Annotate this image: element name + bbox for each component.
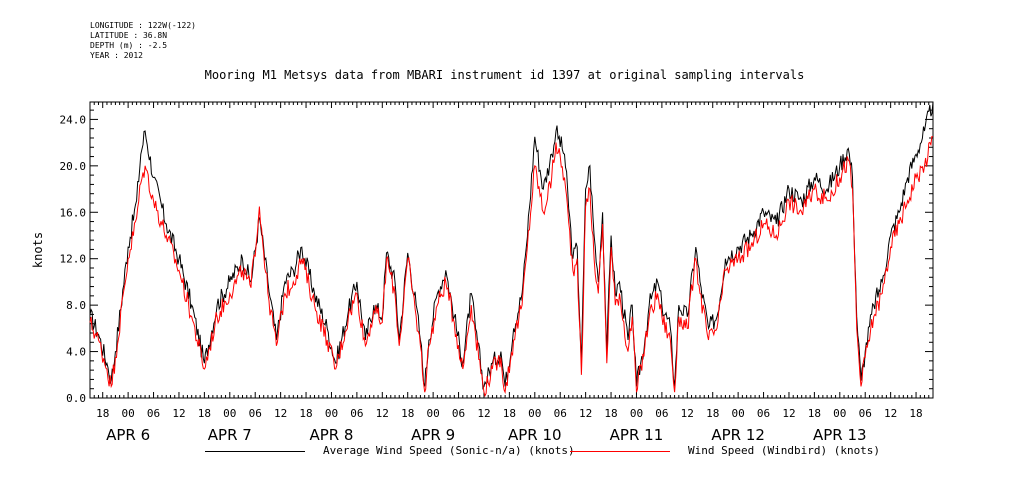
x-hour-label: 06 — [452, 407, 465, 420]
x-hour-label: 06 — [757, 407, 770, 420]
legend-windbird-swatch — [570, 450, 670, 452]
series-avg-wind-line — [89, 101, 934, 390]
chart-title: Mooring M1 Metsys data from MBARI instru… — [204, 68, 805, 82]
x-day-label: APR 7 — [208, 426, 252, 444]
x-hour-label: 18 — [96, 407, 109, 420]
x-hour-label: 06 — [859, 407, 872, 420]
metadata-longitude: LONGITUDE : 122W(-122) — [90, 21, 196, 30]
series-windbird-line — [89, 135, 934, 398]
metadata-year: YEAR : 2012 — [90, 51, 143, 60]
x-hour-label: 00 — [427, 407, 440, 420]
x-hour-label: 12 — [884, 407, 897, 420]
x-hour-label: 06 — [655, 407, 668, 420]
plot-frame — [89, 101, 934, 399]
y-tick-label: 0.0 — [66, 392, 86, 405]
x-day-label: APR 11 — [610, 426, 664, 444]
x-day-label: APR 6 — [106, 426, 150, 444]
metadata-depth: DEPTH (m) : -2.5 — [90, 41, 168, 50]
x-hour-label: 18 — [401, 407, 414, 420]
x-hour-label: 18 — [706, 407, 719, 420]
x-hour-label: 06 — [350, 407, 363, 420]
y-tick-label: 24.0 — [60, 113, 87, 126]
x-day-label: APR 12 — [711, 426, 765, 444]
x-hour-label: 00 — [732, 407, 745, 420]
x-hour-label: 00 — [325, 407, 338, 420]
x-hour-label: 12 — [274, 407, 287, 420]
x-day-label: APR 13 — [813, 426, 867, 444]
y-tick-label: 20.0 — [60, 160, 87, 173]
x-hour-label: 18 — [299, 407, 312, 420]
x-hour-label: 00 — [528, 407, 541, 420]
x-hour-label: 00 — [833, 407, 846, 420]
legend-avg: Average Wind Speed (Sonic-n/a) (knots) — [205, 444, 575, 457]
y-tick-label: 12.0 — [60, 253, 87, 266]
y-tick-label: 4.0 — [66, 346, 86, 359]
x-hour-label: 18 — [604, 407, 617, 420]
x-hour-label: 12 — [782, 407, 795, 420]
x-hour-label: 12 — [376, 407, 389, 420]
x-hour-label: 18 — [198, 407, 211, 420]
x-hour-label: 06 — [147, 407, 160, 420]
x-hour-label: 06 — [249, 407, 262, 420]
y-tick-label: 8.0 — [66, 299, 86, 312]
legend-windbird-label: Wind Speed (Windbird) (knots) — [688, 444, 881, 457]
x-hour-label: 18 — [909, 407, 922, 420]
legend-avg-swatch — [205, 450, 305, 452]
x-day-label: APR 8 — [309, 426, 353, 444]
x-hour-label: 18 — [808, 407, 821, 420]
metadata-block: LONGITUDE : 122W(-122) LATITUDE : 36.8N … — [90, 21, 196, 61]
legend-avg-label: Average Wind Speed (Sonic-n/a) (knots) — [323, 444, 575, 457]
metadata-latitude: LATITUDE : 36.8N — [90, 31, 168, 40]
x-hour-label: 00 — [223, 407, 236, 420]
x-hour-label: 12 — [579, 407, 592, 420]
x-hour-label: 06 — [554, 407, 567, 420]
x-hour-label: 00 — [122, 407, 135, 420]
x-hour-label: 18 — [503, 407, 516, 420]
y-tick-label: 16.0 — [60, 206, 87, 219]
y-axis-label: knots — [31, 232, 45, 268]
x-hour-label: 12 — [172, 407, 185, 420]
x-day-label: APR 9 — [411, 426, 455, 444]
x-day-label: APR 10 — [508, 426, 562, 444]
x-hour-label: 00 — [630, 407, 643, 420]
x-hour-label: 12 — [681, 407, 694, 420]
legend-windbird: Wind Speed (Windbird) (knots) — [570, 444, 880, 457]
x-hour-label: 12 — [477, 407, 490, 420]
